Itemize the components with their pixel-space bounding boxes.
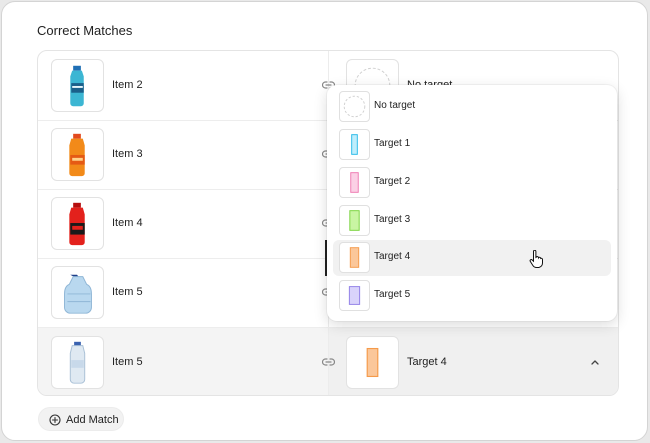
hand-pointer-icon [529,250,543,268]
item-label: Item 2 [112,79,143,91]
option-label: Target 4 [374,251,411,262]
target-1-swatch [339,129,370,160]
match-row-5: Item 5 Target 4 [38,328,618,395]
item-label: Item 5 [112,356,143,368]
dropdown-option-no-target[interactable]: No target [333,89,611,125]
item-3-image [51,128,104,181]
add-match-label: Add Match [66,414,119,426]
match-row-3: Item 4 [38,189,618,258]
target-thumb-target-4[interactable] [346,336,399,389]
target-5-swatch [339,280,370,311]
item-5-image [51,336,104,389]
target-dropdown-menu: No target Target 1 Target 2 Target 3 Tar… [327,85,617,321]
dropdown-option-target-4[interactable]: Target 4 [333,240,611,276]
item-4-image [51,197,104,250]
focus-indicator [325,240,327,276]
option-label: Target 5 [374,289,411,300]
no-target-swatch [339,91,370,122]
target-label: Target 4 [407,356,447,368]
dropdown-option-target-5[interactable]: Target 5 [333,278,611,314]
item-5-image [51,266,104,319]
target-4-swatch [339,242,370,273]
item-label: Item 4 [112,217,143,229]
item-label: Item 3 [112,148,143,160]
option-label: Target 1 [374,138,411,149]
chevron-up-icon[interactable] [590,358,600,366]
target-3-swatch [339,205,370,236]
option-label: Target 3 [374,214,411,225]
plus-circle-icon [49,414,61,426]
section-title: Correct Matches [37,23,133,38]
dropdown-option-target-2[interactable]: Target 2 [333,165,611,201]
dropdown-option-target-1[interactable]: Target 1 [333,127,611,163]
match-row-2: Item 3 [38,120,618,189]
option-label: Target 2 [374,176,411,187]
target-2-swatch [339,167,370,198]
option-label: No target [374,100,416,111]
dropdown-option-target-3[interactable]: Target 3 [333,203,611,239]
item-2-image [51,59,104,112]
item-label: Item 5 [112,286,143,298]
match-row-4: Item 5 [38,258,618,327]
link-icon [322,358,335,366]
add-match-button[interactable]: Add Match [38,407,124,431]
row-separator [38,327,618,328]
